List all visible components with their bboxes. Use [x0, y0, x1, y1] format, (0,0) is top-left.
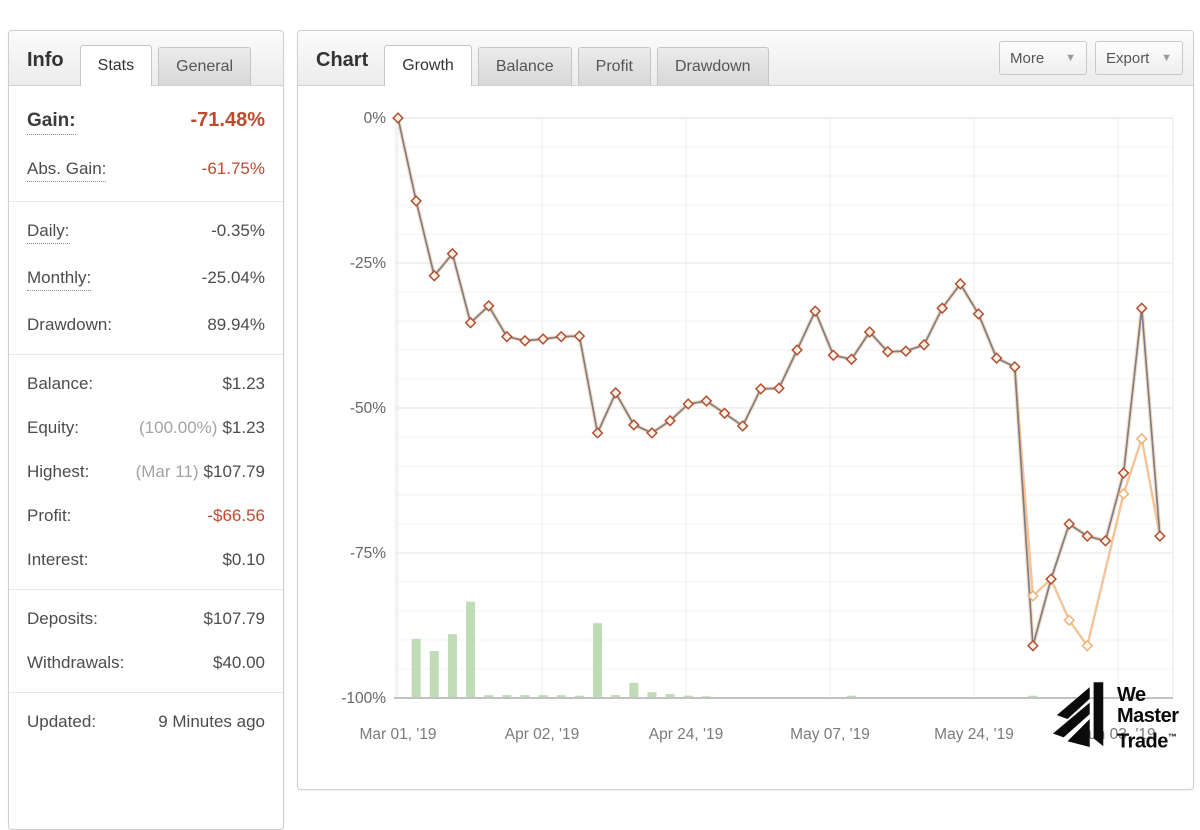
svg-text:Mar 01, '19: Mar 01, '19 [359, 726, 436, 743]
chart-tabs: Growth Balance Profit Drawdown [384, 45, 769, 86]
watermark-line-3: Trade™ [1117, 730, 1177, 753]
svg-text:May 24, '19: May 24, '19 [934, 726, 1014, 743]
stat-prefix-highest: (Mar 11) [135, 462, 199, 481]
tab-growth[interactable]: Growth [384, 45, 472, 86]
trademark-symbol: ™ [1167, 732, 1177, 743]
more-button[interactable]: More ▼ [999, 41, 1087, 75]
stat-label-equity: Equity: [27, 418, 79, 437]
chart-tabbar: Chart Growth Balance Profit Drawdown Mor… [298, 31, 1193, 86]
info-panel: Info Stats General Gain: -71.48% Abs. Ga… [8, 30, 284, 830]
tab-drawdown[interactable]: Drawdown [656, 47, 769, 85]
stat-value-daily: -0.35% [211, 221, 265, 240]
stat-amount-highest: $107.79 [203, 462, 265, 481]
tab-general[interactable]: General [158, 47, 252, 85]
svg-text:Apr 02, '19: Apr 02, '19 [505, 726, 579, 743]
stat-row-balance: Balance: $1.23 [9, 362, 283, 406]
stat-label-balance: Balance: [27, 374, 94, 393]
stat-row-highest: Highest: (Mar 11) $107.79 [9, 450, 283, 494]
stat-row-drawdown: Drawdown: 89.94% [9, 303, 283, 347]
stat-row-profit: Profit: -$66.56 [9, 494, 283, 538]
svg-text:-75%: -75% [350, 545, 386, 562]
stat-value-gain: -71.48% [190, 109, 266, 131]
svg-text:Apr 24, '19: Apr 24, '19 [649, 726, 723, 743]
tab-balance[interactable]: Balance [477, 47, 572, 85]
stat-row-interest: Interest: $0.10 [9, 538, 283, 582]
svg-text:May 07, '19: May 07, '19 [790, 726, 870, 743]
watermark-line-2: Master [1117, 705, 1179, 728]
stat-amount-equity: $1.23 [222, 418, 265, 437]
growth-chart-svg: 0% -25% -50% -75% -100% Mar 01, '19 Apr 02, '1… [341, 110, 1174, 743]
tab-growth-label: Growth [402, 57, 454, 74]
stat-value-profit: -$66.56 [207, 506, 265, 525]
chevron-down-icon: ▼ [1065, 51, 1076, 64]
stat-row-updated: Updated: 9 Minutes ago [9, 700, 283, 744]
tab-stats[interactable]: Stats [79, 45, 153, 86]
chevron-down-icon: ▼ [1161, 51, 1172, 64]
tab-general-label: General [176, 57, 234, 75]
svg-text:-25%: -25% [350, 255, 386, 272]
tab-stats-label: Stats [97, 57, 135, 74]
we-master-trade-logo-icon [1053, 682, 1104, 748]
stat-value-deposits: $107.79 [203, 609, 265, 628]
stat-value-interest: $0.10 [222, 550, 265, 569]
stat-value-drawdown: 89.94% [207, 315, 265, 334]
export-button[interactable]: Export ▼ [1095, 41, 1183, 75]
tab-profit-label: Profit [595, 57, 633, 75]
stat-label-monthly[interactable]: Monthly: [27, 268, 92, 291]
stat-row-deposits: Deposits: $107.79 [9, 597, 283, 641]
svg-text:-50%: -50% [350, 400, 386, 417]
chart-panel: Chart Growth Balance Profit Drawdown Mor… [297, 30, 1194, 790]
divider [9, 201, 283, 202]
tab-profit[interactable]: Profit [577, 47, 651, 85]
stat-row-abs-gain: Abs. Gain: -61.75% [9, 147, 283, 194]
stat-value-monthly: -25.04% [201, 268, 265, 287]
stat-label-updated: Updated: [27, 712, 96, 731]
svg-text:-100%: -100% [341, 690, 386, 707]
stat-row-monthly: Monthly: -25.04% [9, 256, 283, 303]
stat-value-updated: 9 Minutes ago [158, 712, 265, 731]
stat-row-equity: Equity: (100.00%) $1.23 [9, 406, 283, 450]
divider [9, 354, 283, 355]
tab-drawdown-label: Drawdown [674, 57, 751, 75]
stat-label-drawdown: Drawdown: [27, 315, 113, 334]
export-button-label: Export [1106, 49, 1150, 67]
tab-balance-label: Balance [495, 57, 554, 75]
stat-prefix-equity: (100.00%) [139, 418, 218, 437]
divider [9, 589, 283, 590]
stat-label-profit: Profit: [27, 506, 72, 525]
divider [9, 692, 283, 693]
stat-row-withdrawals: Withdrawals: $40.00 [9, 641, 283, 685]
stat-label-withdrawals: Withdrawals: [27, 653, 125, 672]
stat-label-highest: Highest: [27, 462, 90, 481]
info-tabbar: Info Stats General [9, 31, 283, 86]
growth-chart[interactable]: 0% -25% -50% -75% -100% Mar 01, '19 Apr 02, '1… [298, 85, 1193, 789]
watermark-line-1: We [1117, 684, 1146, 707]
we-master-trade-text: We Master Trade™ [1117, 684, 1179, 753]
stat-value-balance: $1.23 [222, 374, 265, 393]
more-button-label: More [1010, 49, 1045, 67]
stat-label-deposits: Deposits: [27, 609, 98, 628]
info-panel-title: Info [27, 49, 64, 71]
chart-panel-title: Chart [316, 49, 369, 71]
stat-label-daily[interactable]: Daily: [27, 221, 70, 244]
stat-row-gain: Gain: -71.48% [9, 95, 283, 147]
we-master-trade-watermark: We Master Trade™ [1053, 682, 1179, 756]
stat-label-gain[interactable]: Gain: [27, 110, 76, 135]
info-rows: Gain: -71.48% Abs. Gain: -61.75% Daily: … [9, 86, 283, 744]
stat-row-daily: Daily: -0.35% [9, 209, 283, 256]
stat-value-equity: (100.00%) $1.23 [139, 418, 265, 438]
stat-value-highest: (Mar 11) $107.79 [136, 462, 265, 482]
chart-header-buttons: More ▼ Export ▼ [999, 41, 1183, 75]
info-tabs: Stats General [79, 45, 252, 86]
stat-value-abs-gain: -61.75% [201, 159, 265, 178]
stat-value-withdrawals: $40.00 [213, 653, 265, 672]
stat-label-abs-gain[interactable]: Abs. Gain: [27, 159, 107, 182]
stat-label-interest: Interest: [27, 550, 89, 569]
svg-text:0%: 0% [364, 110, 387, 127]
